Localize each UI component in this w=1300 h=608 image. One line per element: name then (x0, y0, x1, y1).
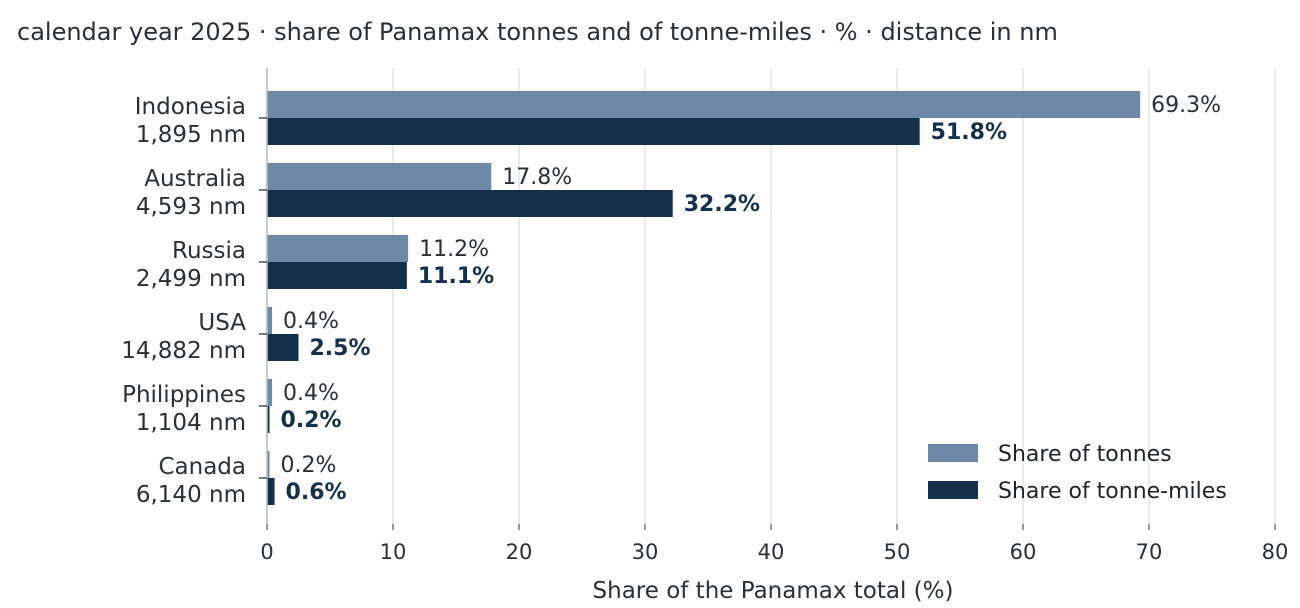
bar-tonnes (267, 163, 492, 190)
bar-tonnes (267, 451, 270, 478)
value-label-tonne-miles: 51.8% (931, 120, 1007, 145)
bar-tonne-miles (267, 334, 299, 361)
x-tick-label: 0 (260, 540, 273, 564)
category-name: Australia (144, 166, 246, 192)
category-distance: 1,895 nm (136, 122, 246, 148)
category-distance: 1,104 nm (136, 410, 246, 436)
x-tick-label: 60 (1010, 540, 1037, 564)
x-tick-label: 80 (1262, 540, 1289, 564)
value-label-tonnes: 17.8% (502, 165, 572, 190)
bar-tonnes (267, 91, 1141, 118)
value-label-tonnes: 69.3% (1151, 93, 1221, 118)
category-distance: 2,499 nm (136, 266, 246, 292)
x-tick-label: 40 (758, 540, 785, 564)
category-name: Canada (158, 454, 246, 480)
category-name: USA (198, 310, 246, 336)
x-tick-label: 30 (632, 540, 659, 564)
x-axis: 0 10 20 30 40 50 60 70 80 (260, 524, 1288, 564)
bar-tonne-miles (267, 478, 275, 505)
legend: Share of tonnes Share of tonne-miles (928, 442, 1227, 504)
value-label-tonne-miles: 11.1% (418, 264, 494, 289)
bar-tonne-miles (267, 118, 920, 145)
x-tick-label: 20 (506, 540, 533, 564)
value-label-tonnes: 0.2% (281, 453, 337, 478)
x-axis-title: Share of the Panamax total (%) (593, 578, 954, 604)
value-label-tonne-miles: 0.2% (281, 408, 342, 433)
bar-tonnes (267, 307, 273, 334)
category-name: Russia (172, 238, 246, 264)
legend-swatch-tonne-miles (928, 481, 978, 499)
value-label-tonnes: 0.4% (283, 309, 339, 334)
value-label-tonnes: 11.2% (419, 237, 489, 262)
chart-subtitle: calendar year 2025 · share of Panamax to… (17, 18, 1058, 46)
x-tick-label: 10 (380, 540, 407, 564)
bar-tonne-miles (267, 406, 270, 433)
category-name: Philippines (122, 382, 246, 408)
bars (267, 91, 1141, 505)
value-label-tonne-miles: 2.5% (310, 336, 371, 361)
x-tick-label: 70 (1136, 540, 1163, 564)
legend-label-tonne-miles: Share of tonne-miles (998, 479, 1227, 504)
category-distance: 14,882 nm (121, 338, 246, 364)
bar-tonne-miles (267, 190, 673, 217)
value-labels: 69.3%51.8%17.8%32.2%11.2%11.1%0.4%2.5%0.… (281, 93, 1222, 505)
value-label-tonne-miles: 0.6% (286, 480, 347, 505)
value-label-tonnes: 0.4% (283, 381, 339, 406)
bar-tonnes (267, 379, 273, 406)
x-tick-label: 50 (884, 540, 911, 564)
category-distance: 4,593 nm (136, 194, 246, 220)
bar-tonnes (267, 235, 409, 262)
category-distance: 6,140 nm (136, 482, 246, 508)
legend-swatch-tonnes (928, 444, 978, 462)
bar-tonne-miles (267, 262, 407, 289)
category-name: Indonesia (135, 94, 246, 120)
legend-label-tonnes: Share of tonnes (998, 442, 1172, 467)
value-label-tonne-miles: 32.2% (684, 192, 760, 217)
